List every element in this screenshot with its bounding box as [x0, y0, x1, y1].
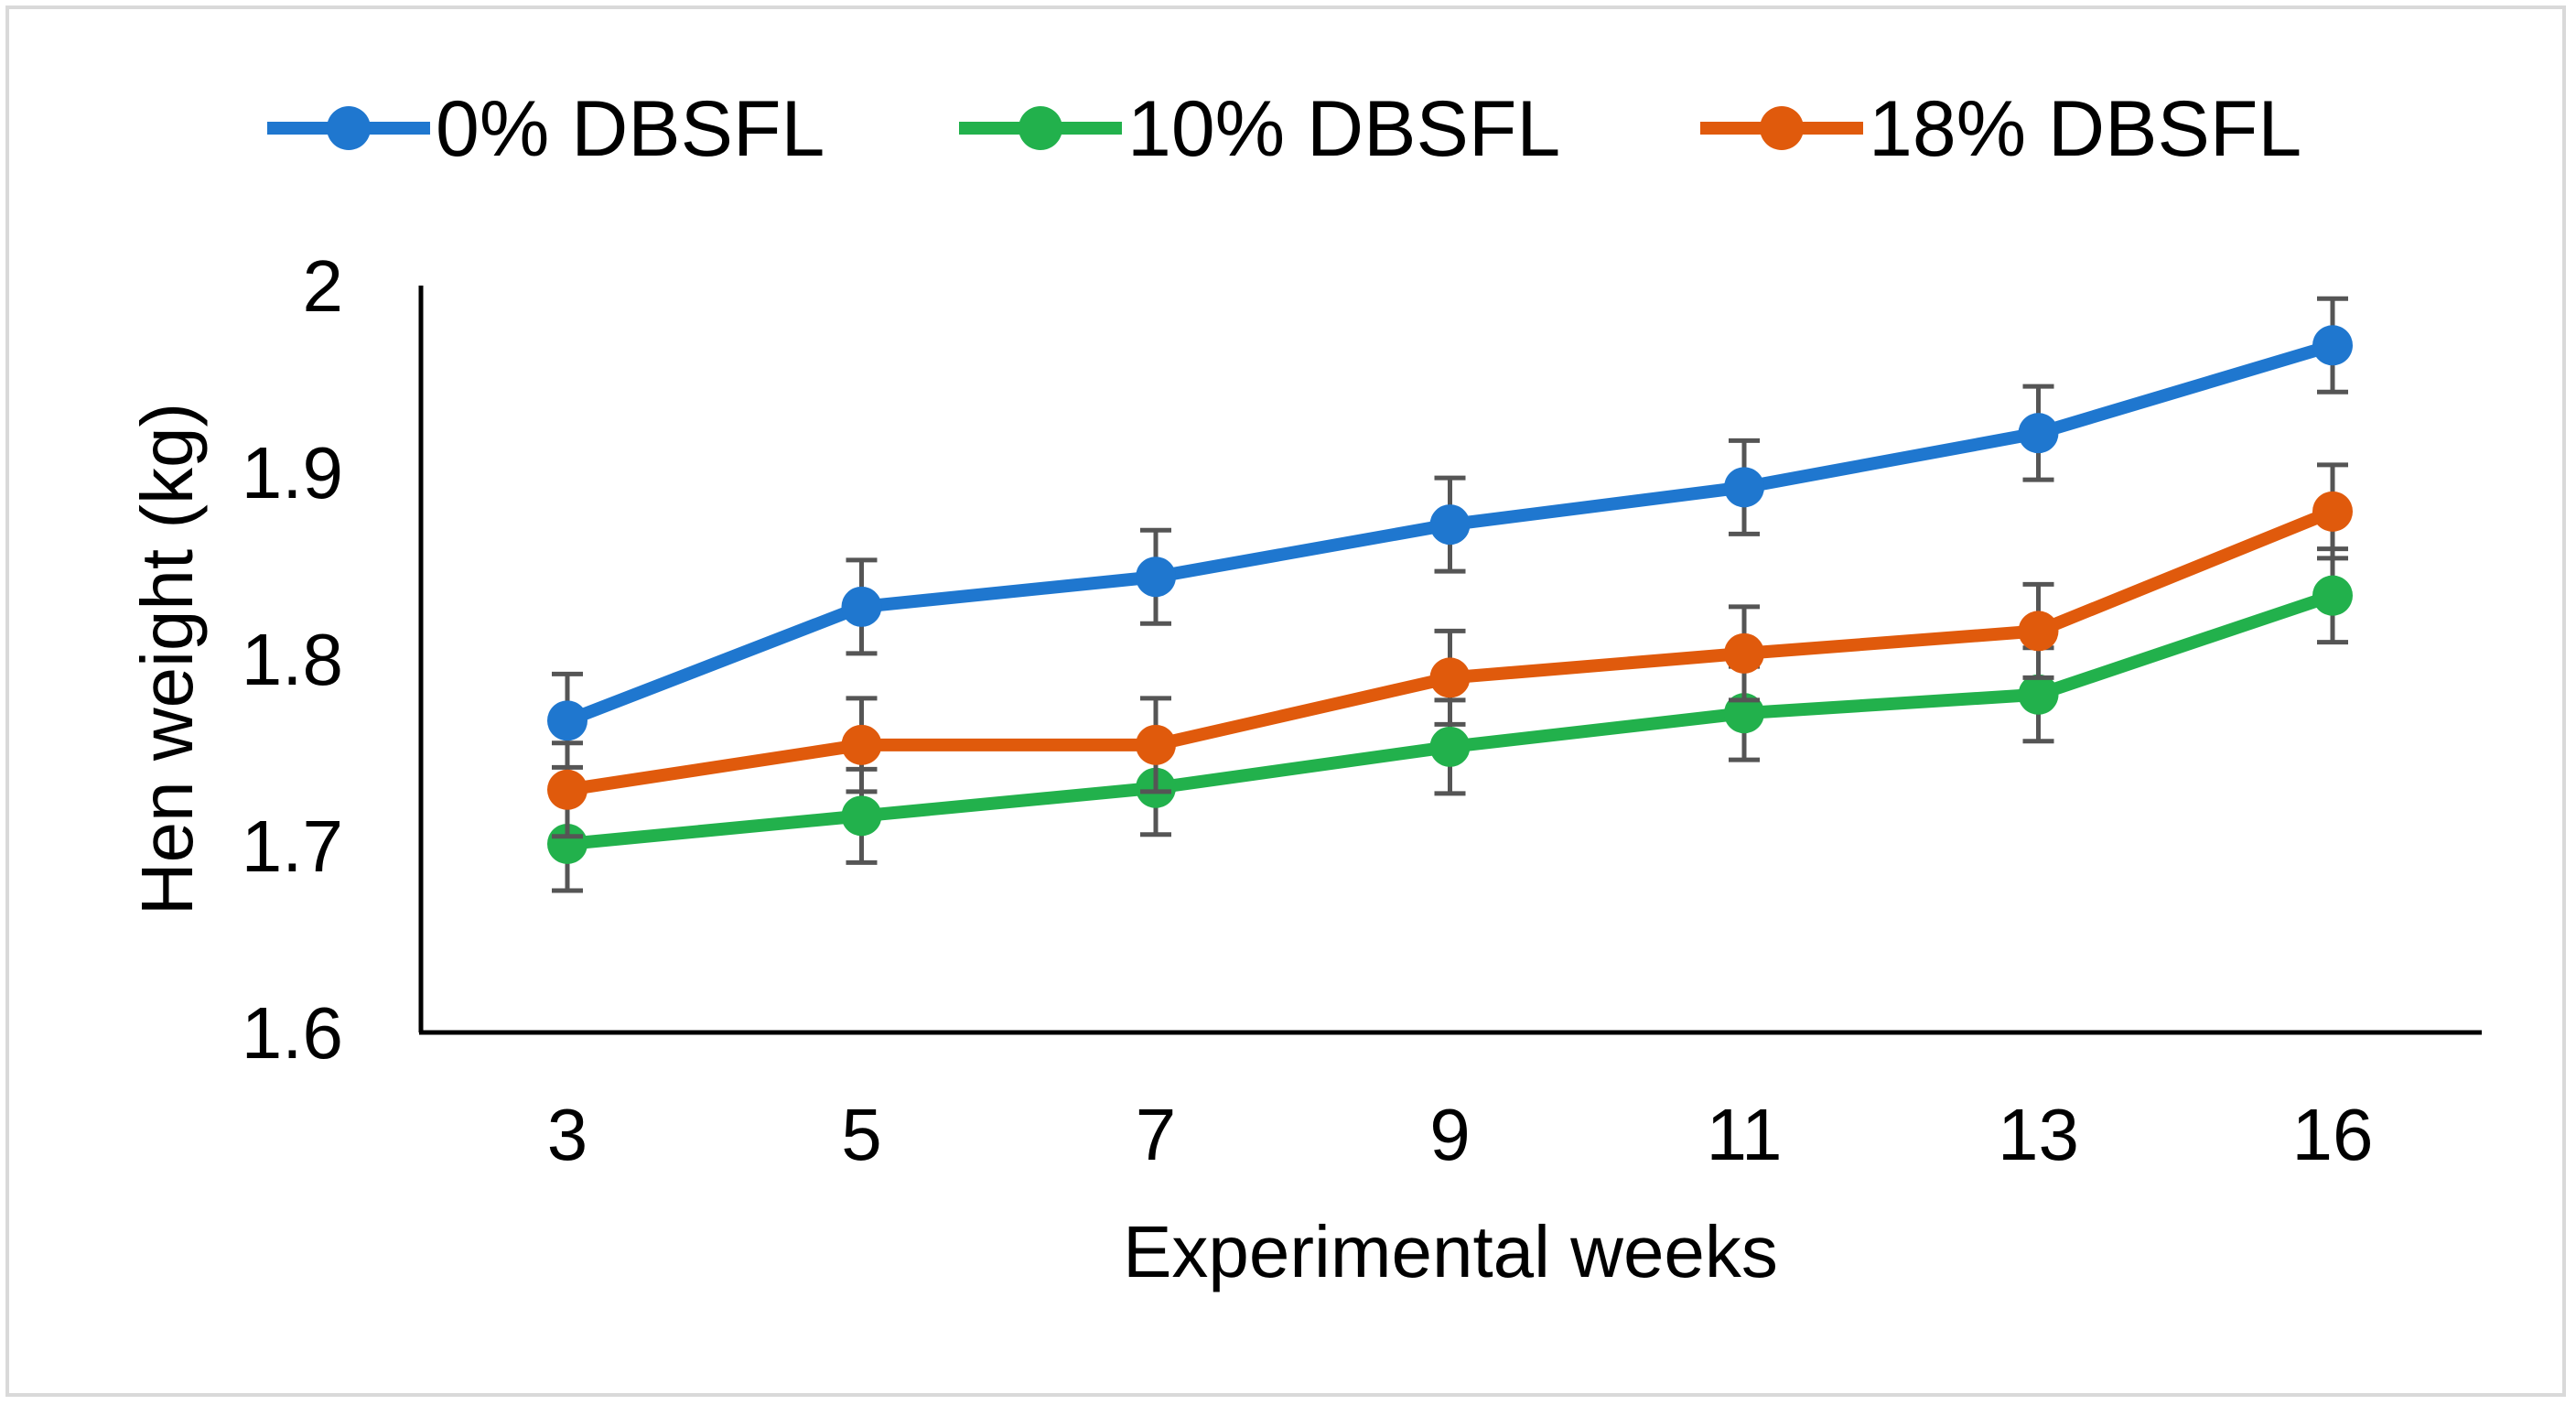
data-point	[1429, 657, 1471, 698]
x-axis-ticks: 3 5 7 9 11 13 16	[547, 1094, 2374, 1175]
y-tick-label: 1.6	[242, 992, 343, 1074]
series-2	[547, 462, 2353, 839]
legend-item-0: 0% DBSFL	[267, 85, 825, 173]
data-point	[1429, 504, 1471, 546]
y-tick-label: 2	[303, 245, 344, 327]
legend-item-1: 10% DBSFL	[959, 85, 1560, 173]
legend-item-2: 18% DBSFL	[1700, 85, 2301, 173]
x-tick-label: 9	[1429, 1094, 1471, 1175]
data-point	[2018, 674, 2059, 715]
x-tick-label: 7	[1136, 1094, 1177, 1175]
x-axis-title: Experimental weeks	[1123, 1211, 1778, 1292]
data-point	[547, 823, 587, 864]
x-tick-label: 13	[1998, 1094, 2079, 1175]
legend-marker	[327, 106, 371, 150]
chart-frame	[5, 5, 2566, 1397]
x-tick-label: 3	[547, 1094, 588, 1175]
series-1	[547, 546, 2353, 893]
data-point	[1136, 724, 1176, 765]
data-point	[1724, 693, 1764, 734]
legend-marker	[1019, 106, 1062, 150]
data-point	[1429, 726, 1471, 767]
legend-marker	[1760, 106, 1804, 150]
x-tick-label: 11	[1706, 1094, 1782, 1175]
data-point	[1136, 557, 1176, 598]
legend: 0% DBSFL 10% DBSFL 18% DBSFL	[267, 85, 2301, 173]
data-point	[547, 700, 587, 741]
data-point	[2018, 611, 2059, 652]
legend-label: 0% DBSFL	[436, 85, 825, 173]
data-point	[1724, 467, 1764, 508]
data-point	[2312, 325, 2353, 366]
data-point	[2018, 413, 2059, 454]
data-point	[547, 769, 587, 810]
data-point	[2312, 575, 2353, 616]
legend-label: 10% DBSFL	[1127, 85, 1560, 173]
x-tick-label: 16	[2292, 1094, 2374, 1175]
y-tick-label: 1.8	[242, 619, 343, 700]
data-point	[2312, 491, 2353, 532]
y-axis-ticks: 1.6 1.7 1.8 1.9 2	[242, 245, 343, 1074]
data-point	[841, 724, 882, 765]
data-point	[841, 586, 882, 627]
y-axis-title: Hen weight (kg)	[126, 403, 208, 915]
y-tick-label: 1.9	[242, 432, 343, 513]
legend-label: 18% DBSFL	[1869, 85, 2301, 173]
y-tick-label: 1.7	[242, 805, 343, 887]
x-tick-label: 5	[841, 1094, 882, 1175]
series-0	[547, 296, 2353, 770]
data-point	[1724, 632, 1764, 674]
series-group	[547, 296, 2353, 893]
data-point	[841, 795, 882, 837]
